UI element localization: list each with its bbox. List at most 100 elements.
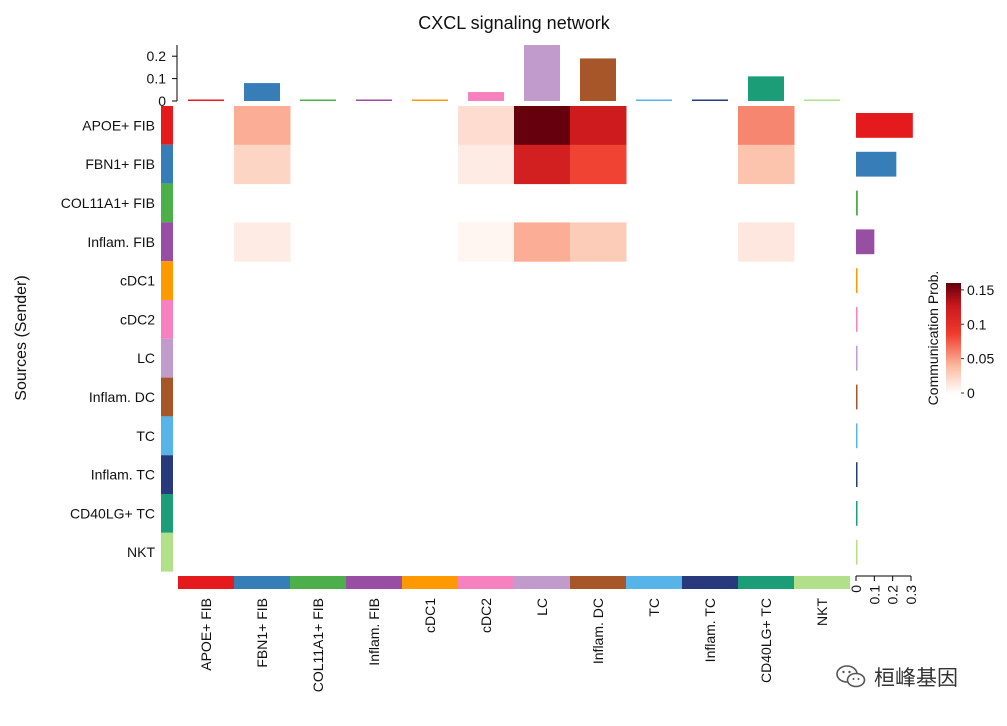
receiver-color-bar (178, 576, 850, 589)
legend-gradient-step (946, 303, 961, 306)
legend-gradient-step (946, 297, 961, 301)
sender-color-swatch (161, 183, 173, 223)
right-bar (856, 190, 858, 216)
y-axis-label: Sources (Sender) (13, 275, 30, 400)
legend-gradient-step (946, 325, 961, 328)
legend-gradient-step (946, 343, 961, 346)
receiver-color-swatch (738, 576, 794, 589)
legend-title: Communication Prob. (925, 271, 941, 406)
right-bar-plot: 0 0.1 0.2 0.3 (848, 113, 919, 604)
receiver-label: Inflam. DC (590, 598, 606, 664)
sender-label: Inflam. TC (91, 467, 155, 483)
receiver-label: cDC1 (422, 598, 438, 633)
heatmap-cell (458, 106, 515, 146)
heatmap-cell (570, 106, 627, 146)
heatmap-cell (458, 222, 515, 262)
legend-gradient-step (946, 314, 961, 317)
sender-label: LC (137, 350, 155, 366)
legend-gradient-step (946, 352, 961, 356)
legend-gradient-step (946, 358, 961, 361)
sender-color-swatch (161, 494, 173, 533)
legend-gradient-step (946, 323, 961, 326)
legend-gradient-step (946, 292, 961, 295)
legend-gradient-step (946, 382, 961, 385)
receiver-color-swatch (234, 576, 290, 589)
legend-gradient-step (946, 306, 961, 310)
legend-gradient-step (946, 372, 961, 376)
sender-color-swatch (161, 261, 173, 300)
receiver-label: COL11A1+ FIB (310, 598, 326, 692)
receiver-color-swatch (346, 576, 402, 589)
heatmap-cell (234, 106, 291, 146)
sender-label: Inflam. FIB (87, 234, 155, 250)
receiver-color-swatch (402, 576, 458, 589)
receiver-color-swatch (682, 576, 738, 589)
color-legend: 0.15 0.1 0.05 0 (946, 282, 994, 401)
sender-label: cDC2 (120, 311, 155, 327)
sender-label: cDC1 (120, 273, 155, 289)
right-bar (856, 539, 858, 565)
sender-label: Inflam. DC (89, 389, 155, 405)
legend-gradient-step (946, 356, 961, 359)
legend-gradient-step (946, 391, 961, 394)
legend-gradient-step (946, 328, 961, 332)
legend-gradient-step (946, 367, 961, 370)
heatmap-cell (458, 144, 515, 185)
chart-title: CXCL signaling network (418, 13, 610, 33)
receiver-label: LC (534, 598, 550, 616)
legend-tick-label: 0 (967, 385, 975, 401)
receiver-label: FBN1+ FIB (254, 598, 270, 668)
sender-color-swatch (161, 144, 173, 184)
sender-label: FBN1+ FIB (85, 156, 155, 172)
legend-gradient-step (946, 380, 961, 383)
right-bar (856, 384, 858, 410)
receiver-label: APOE+ FIB (198, 598, 214, 671)
legend-gradient-step (946, 290, 961, 293)
top-bar (412, 99, 448, 101)
legend-gradient-step (946, 321, 961, 324)
top-bar-tick-label: 0.2 (147, 48, 167, 64)
legend-gradient-step (946, 345, 961, 348)
sender-color-swatch (161, 338, 173, 378)
receiver-color-swatch (570, 576, 626, 589)
legend-gradient-step (946, 308, 961, 312)
legend-tick-label: 0.05 (967, 351, 994, 367)
top-bar (300, 99, 336, 101)
heatmap-cell (514, 106, 571, 146)
top-bar-tick-label: 0 (158, 93, 166, 109)
sender-label: COL11A1+ FIB (61, 195, 155, 211)
top-bar (244, 83, 280, 101)
sender-color-swatch (161, 300, 173, 339)
watermark-text: 桓峰基因 (874, 666, 958, 690)
watermark: 桓峰基因 (836, 662, 958, 692)
right-bar (856, 151, 897, 177)
receiver-label: CD40LG+ TC (758, 598, 774, 683)
legend-gradient-step (946, 299, 961, 302)
heatmap-cell (570, 144, 627, 185)
top-bar (748, 76, 784, 101)
right-bar (856, 423, 858, 449)
sender-color-swatch (161, 455, 173, 494)
legend-gradient-step (946, 283, 961, 286)
sender-color-bar (161, 106, 173, 572)
legend-gradient-step (946, 316, 961, 319)
legend-gradient-step (946, 332, 961, 335)
heatmap-cell (514, 144, 571, 185)
receiver-color-swatch (178, 576, 234, 589)
legend-gradient-step (946, 378, 961, 381)
heatmap-cell (234, 144, 291, 185)
legend-gradient-step (946, 286, 961, 290)
receiver-color-swatch (458, 576, 514, 589)
heatmap-cells (234, 106, 795, 262)
sender-color-swatch (161, 532, 173, 572)
legend-gradient-step (946, 374, 961, 378)
wechat-icon (836, 665, 866, 688)
top-bar (692, 99, 728, 101)
sender-color-swatch (161, 377, 173, 417)
receiver-color-swatch (626, 576, 682, 589)
heatmap-cell (738, 106, 795, 146)
receiver-label: cDC2 (478, 598, 494, 633)
legend-gradient-step (946, 294, 961, 297)
top-bar (804, 99, 840, 101)
